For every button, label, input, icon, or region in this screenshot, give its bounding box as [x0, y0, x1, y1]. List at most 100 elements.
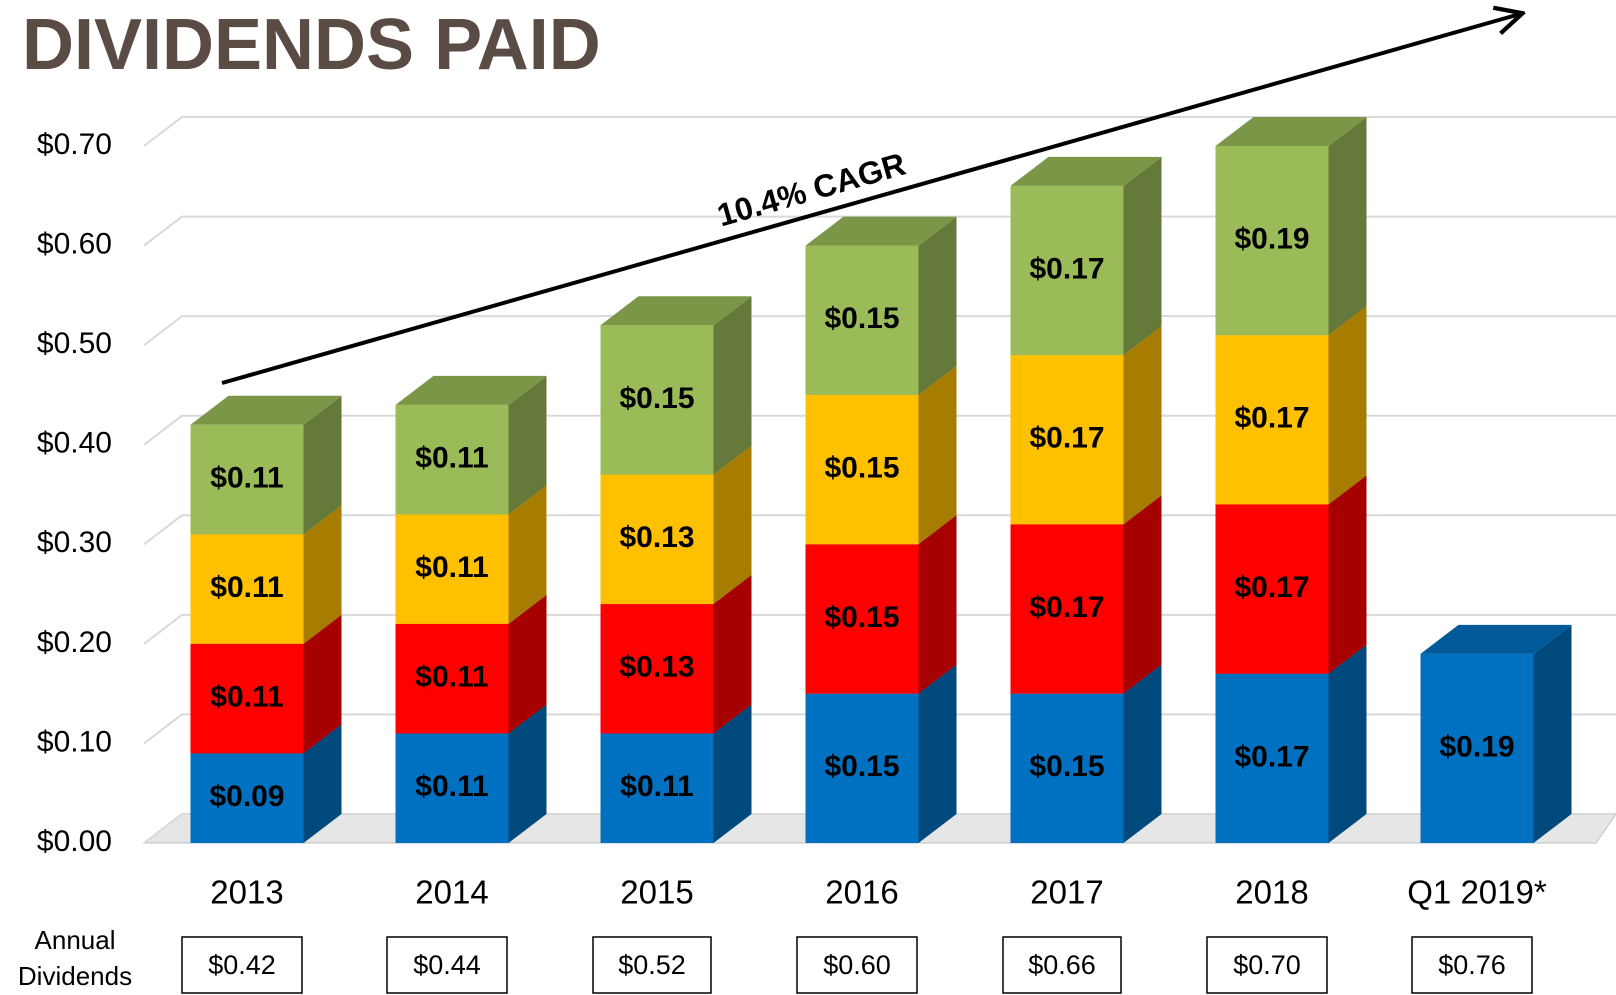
bar-side: [508, 594, 547, 734]
y-tick-label: $0.00: [37, 825, 112, 858]
annual-box: [1411, 936, 1533, 994]
data-label: $0.09: [209, 780, 284, 813]
grid-line: [143, 116, 1616, 147]
bar-segment: [395, 623, 509, 734]
bar-top: [395, 375, 547, 405]
bar-side: [303, 505, 342, 644]
bar-segment: [190, 534, 304, 644]
annual-value: $0.44: [413, 950, 481, 980]
bar-segment: [805, 544, 919, 694]
bar-segment: [805, 394, 919, 545]
data-label: $0.11: [415, 442, 488, 475]
data-label: $0.13: [619, 521, 694, 554]
data-label: $0.19: [1439, 730, 1514, 763]
data-label: $0.15: [824, 452, 899, 485]
y-tick-label: $0.60: [37, 227, 112, 260]
y-tick-label: $0.70: [37, 128, 112, 161]
bar-segment: [1215, 335, 1329, 505]
bar-side: [713, 704, 752, 843]
bar-side: [918, 664, 957, 843]
data-label: $0.17: [1234, 740, 1309, 773]
bar-segment: [1215, 504, 1329, 674]
y-tick-label: $0.50: [37, 327, 112, 360]
data-label: $0.17: [1234, 402, 1309, 435]
bar-side: [713, 575, 752, 734]
data-label: $0.17: [1234, 571, 1309, 604]
bar-top: [600, 296, 752, 326]
annual-box: [592, 936, 712, 994]
bar-top: [1420, 624, 1572, 654]
trend-arrow: [221, 14, 1520, 385]
bar-side: [1328, 306, 1367, 505]
annual-box: [181, 936, 303, 994]
bar-segment: [805, 245, 919, 395]
y-tick-label: $0.30: [37, 526, 112, 559]
data-label: $0.15: [824, 750, 899, 783]
bar-side: [303, 395, 342, 535]
bar-side: [1533, 624, 1572, 843]
x-tick-label: 2015: [620, 874, 693, 911]
y-tick-label: $0.20: [37, 626, 112, 659]
bar-segment: [190, 753, 304, 843]
x-tick-label: 2013: [210, 874, 283, 911]
bar-side: [508, 704, 547, 843]
data-label: $0.11: [210, 461, 283, 494]
bar-side: [508, 375, 547, 515]
bar-segment: [1215, 146, 1329, 336]
bar-side: [713, 445, 752, 605]
data-label: $0.13: [619, 651, 694, 684]
bar-side: [1123, 495, 1162, 694]
annual-box: [386, 936, 508, 994]
bar-side: [303, 614, 342, 754]
bar-segment: [190, 424, 304, 535]
annual-box: [796, 936, 918, 994]
y-tick-label: $0.10: [37, 725, 112, 758]
bar-segment: [1010, 693, 1124, 843]
bar-segment: [600, 325, 714, 475]
data-label: $0.17: [1029, 591, 1104, 624]
bar-side: [1328, 117, 1367, 336]
bar-segment: [1010, 355, 1124, 525]
data-label: $0.11: [415, 770, 488, 803]
annual-value: $0.66: [1028, 950, 1096, 980]
bar-top: [1010, 156, 1162, 186]
bar-side: [303, 724, 342, 843]
annual-value: $0.42: [208, 950, 276, 980]
annual-value: $0.60: [823, 950, 891, 980]
y-tick-label: $0.40: [37, 427, 112, 460]
chart-title: DIVIDENDS PAID: [22, 5, 601, 85]
bar-segment: [395, 733, 509, 843]
data-label: $0.11: [415, 661, 488, 694]
data-label: $0.15: [824, 601, 899, 634]
annual-value: $0.52: [618, 950, 686, 980]
bar-segment: [600, 604, 714, 734]
data-label: $0.17: [1029, 252, 1104, 285]
bar-side: [713, 296, 752, 475]
x-tick-label: 2018: [1235, 874, 1308, 911]
bar-side: [1328, 644, 1367, 843]
bar-segment: [1010, 185, 1124, 356]
annual-box: [1002, 936, 1122, 994]
data-label: $0.11: [210, 571, 283, 604]
bar-top: [190, 395, 342, 425]
data-label: $0.19: [1234, 223, 1309, 256]
x-tick-label: Q1 2019*: [1407, 874, 1547, 911]
annual-label: Annual Dividends: [17, 925, 133, 991]
bar-side: [508, 485, 547, 624]
bar-segment: [600, 474, 714, 605]
data-label: $0.11: [415, 551, 488, 584]
bar-side: [1123, 664, 1162, 843]
annual-value: $0.76: [1438, 950, 1506, 980]
data-label: $0.17: [1029, 422, 1104, 455]
bar-side: [918, 216, 957, 395]
bar-segment: [190, 643, 304, 754]
bar-side: [1328, 475, 1367, 674]
x-tick-label: 2016: [825, 874, 898, 911]
bar-segment: [395, 514, 509, 624]
bar-top: [1215, 117, 1367, 146]
bar-side: [918, 365, 957, 545]
bar-segment: [805, 693, 919, 843]
bar-side: [1123, 156, 1162, 356]
bar-top: [805, 216, 957, 246]
